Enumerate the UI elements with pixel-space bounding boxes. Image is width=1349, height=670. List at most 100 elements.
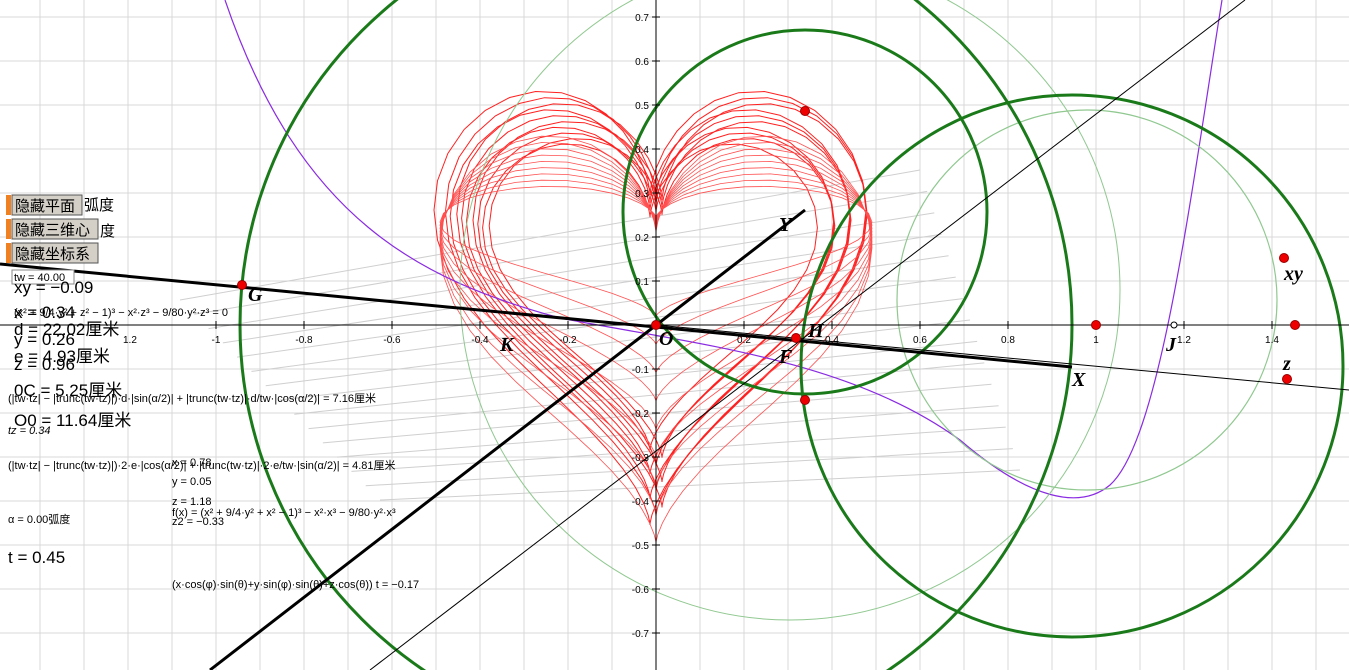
point-label: F (778, 346, 793, 368)
point-label: xy (1283, 263, 1303, 285)
tick-label: 1.4 (1265, 335, 1279, 346)
plane-line (279, 319, 971, 401)
green-circle (621, 28, 989, 396)
tick-label: -0.5 (632, 541, 650, 552)
thin-circle (459, 0, 1121, 621)
measurement: x = 0.78 (172, 457, 211, 469)
hidden-text: 度 (100, 223, 115, 240)
measurement: t = 0.45 (8, 548, 65, 567)
button-face[interactable] (11, 194, 83, 216)
point-label: K (499, 334, 515, 356)
thin-line (369, 0, 1246, 670)
tick-label: -0.4 (632, 497, 650, 508)
point-label: z (1282, 353, 1291, 375)
green-circle (799, 93, 1345, 639)
tick-label: 0.6 (913, 335, 927, 346)
measurements: tw = 40.00 xy = −0.09 x = 0.34 d = 22.02… (8, 269, 419, 591)
button-label[interactable]: 隐藏坐标系 (15, 246, 90, 263)
tick-label: -0.4 (471, 335, 489, 346)
tick-label: -0.2 (559, 335, 577, 346)
tick-label: -0.6 (383, 335, 401, 346)
purple-curve (224, 0, 1223, 499)
button[interactable]: 隐藏平面 (6, 194, 83, 216)
heart-wire (449, 109, 851, 499)
point (800, 395, 810, 405)
measurement: O0 = 11.64厘米 (14, 411, 131, 430)
tick-label: 0.5 (635, 101, 649, 112)
button[interactable]: 隐藏三维心 (6, 218, 99, 240)
measurement: d = 22.02厘米 (14, 320, 119, 339)
tick-label: 0.4 (825, 335, 839, 346)
button-handle (6, 219, 11, 239)
heart-wire (456, 103, 868, 508)
button-label[interactable]: 隐藏平面 (15, 198, 75, 215)
measurement: y = 0.05 (172, 476, 211, 488)
button-face[interactable] (11, 218, 99, 240)
tick-label: -0.7 (632, 629, 650, 640)
tick-label: 0.6 (635, 57, 649, 68)
measurement: y = 0.26 (14, 330, 75, 349)
point (791, 333, 801, 343)
measurement: 0C = 5.25厘米 (14, 381, 122, 400)
hidden-text: 弧度 (84, 197, 114, 214)
y-axis-3d (209, 208, 806, 670)
button[interactable]: 隐藏坐标系 (6, 242, 99, 264)
plane-line (308, 362, 985, 430)
measurement: tz = 0.34 (8, 425, 51, 437)
plane-line (222, 233, 942, 344)
buttons: 弧度 度 隐藏平面 隐藏三维心 隐藏坐标系 (6, 194, 115, 264)
tick-label: 0.3 (635, 189, 649, 200)
point (237, 280, 247, 290)
formula: f(x) = (x² + 9/4·y² + x² − 1)³ − x²·x³ −… (172, 507, 396, 519)
measurement: z = 0.96 (14, 355, 75, 374)
plane-line (322, 383, 992, 444)
tick-label: -0.8 (295, 335, 313, 346)
tick-label: -0.6 (632, 585, 650, 596)
tick-label: 1.2 (123, 335, 137, 346)
tick-label: 0.1 (635, 277, 649, 288)
plane-line (179, 169, 921, 301)
tick-label: 0.2 (737, 335, 751, 346)
point (1282, 374, 1292, 384)
point (651, 320, 661, 330)
measurement[interactable]: tw = 40.00 (14, 272, 65, 284)
point-label: X (1071, 369, 1086, 391)
tick-label: 0.7 (635, 13, 649, 24)
button-face[interactable] (11, 242, 99, 264)
button-handle (6, 195, 11, 215)
plane-line (208, 212, 935, 330)
plane-line (237, 255, 949, 358)
measurement: e = 4.93厘米 (14, 347, 110, 366)
button-handle (6, 243, 11, 263)
points (237, 106, 1300, 405)
point (1290, 320, 1300, 330)
formula: (x² + 9/4·y² + z² − 1)³ − x²·z³ − 9/80·y… (14, 307, 228, 319)
button-label[interactable]: 隐藏三维心 (15, 222, 90, 239)
heart-wire (472, 121, 852, 483)
measurement: z = 1.18 (172, 496, 211, 508)
point (1091, 320, 1101, 330)
formula: (|tw·tz| − |trunc(tw·tz)|)·2·e·|cos(α/2)… (8, 459, 396, 472)
tick-label: 0.8 (1001, 335, 1015, 346)
measurement: α = 0.00弧度 (8, 512, 70, 526)
measurement: (x·cos(φ)·sin(θ)+y·sin(φ)·sin(θ)+z·cos(θ… (172, 579, 419, 591)
plane-line (379, 469, 1021, 501)
thin-circle (896, 109, 1278, 491)
tick-label: 0.2 (635, 233, 649, 244)
tick-label: 1 (1093, 335, 1099, 346)
point (800, 106, 810, 116)
tick-label: -0.3 (632, 453, 650, 464)
tick-label: -0.1 (632, 365, 650, 376)
plane-line (337, 405, 999, 458)
measurement: x = 0.34 (14, 303, 75, 322)
measurement: xy = −0.09 (14, 278, 93, 297)
point-label: O (659, 328, 673, 350)
x-axis-3d (0, 262, 1073, 369)
tick-label: 0.4 (635, 145, 649, 156)
plane-line (365, 448, 1013, 487)
param-box[interactable] (11, 269, 75, 285)
plane-line (265, 298, 963, 387)
